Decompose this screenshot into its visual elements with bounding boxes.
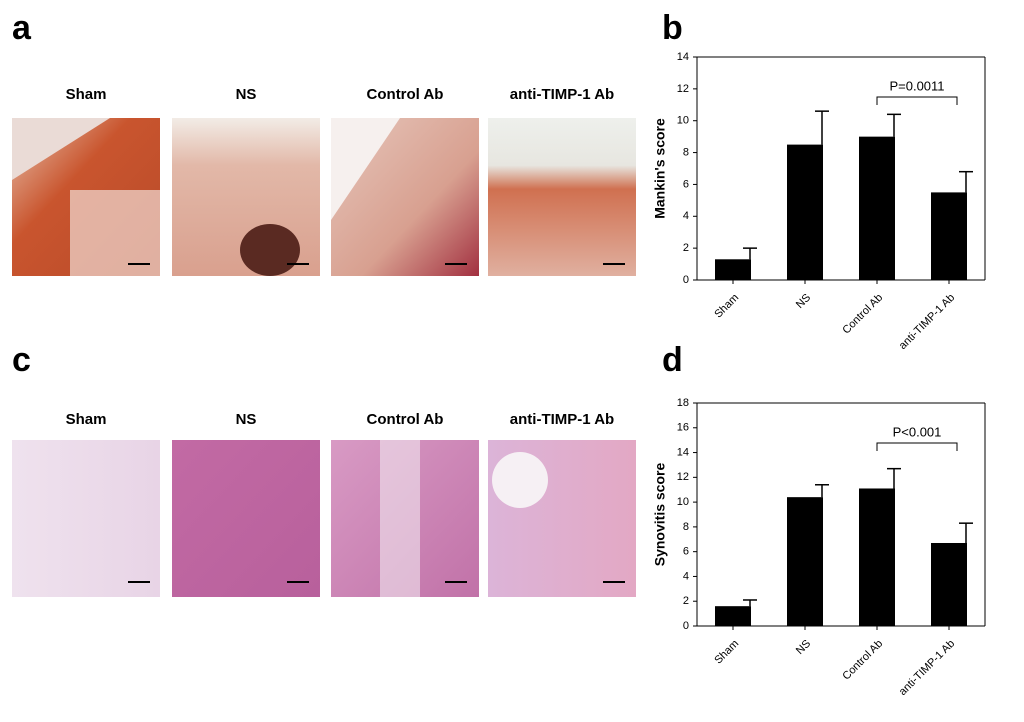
bar [787, 497, 823, 626]
image-label: Sham [66, 86, 107, 103]
bar [859, 488, 895, 626]
y-tick-label: 2 [683, 595, 689, 607]
y-tick-label: 12 [677, 471, 689, 483]
panel-letter: b [662, 9, 683, 47]
y-tick-label: 6 [683, 178, 689, 190]
bar [787, 144, 823, 280]
x-tick-label: Control Ab [840, 638, 885, 683]
histology-a [12, 118, 636, 276]
image-label: anti-TIMP-1 Ab [510, 86, 614, 103]
x-tick-label: anti-TIMP-1 Ab [897, 638, 957, 698]
image-label: Sham [66, 411, 107, 428]
y-axis-label: Mankin's score [652, 118, 668, 219]
y-tick-label: 14 [677, 446, 689, 458]
image-label: NS [236, 86, 257, 103]
y-tick-label: 18 [677, 397, 689, 409]
panel-letter: a [12, 9, 32, 47]
image-label: anti-TIMP-1 Ab [510, 411, 614, 428]
bar [931, 542, 967, 626]
y-tick-label: 8 [683, 146, 689, 158]
y-tick-label: 14 [677, 51, 689, 63]
bar [715, 259, 751, 280]
x-tick-label: Sham [712, 292, 741, 321]
y-tick-label: 16 [677, 422, 689, 434]
x-tick-label: Sham [712, 638, 741, 667]
y-tick-label: 10 [677, 115, 689, 127]
x-tick-label: Control Ab [840, 292, 885, 337]
image-label: Control Ab [367, 411, 444, 428]
y-axis-label: Synovitis score [652, 463, 668, 567]
image-label: NS [236, 411, 257, 428]
bar [859, 136, 895, 280]
scale-bars [128, 263, 625, 583]
x-tick-label: NS [794, 292, 813, 311]
y-tick-label: 8 [683, 521, 689, 533]
histology-c [12, 440, 636, 597]
y-tick-label: 4 [683, 210, 689, 222]
bar [931, 192, 967, 280]
panel-letter: d [662, 341, 683, 379]
x-tick-label: NS [794, 638, 813, 657]
significance-bracket [876, 442, 958, 451]
annotation: P<0.001 [893, 424, 942, 439]
panel-letter: c [12, 341, 31, 379]
y-tick-label: 12 [677, 83, 689, 95]
annotation: P=0.0011 [889, 78, 944, 93]
y-tick-label: 6 [683, 546, 689, 558]
y-tick-label: 0 [683, 274, 689, 286]
bar [715, 606, 751, 626]
y-tick-label: 0 [683, 620, 689, 632]
significance-bracket [876, 96, 958, 105]
y-tick-label: 4 [683, 570, 689, 582]
y-tick-label: 2 [683, 242, 689, 254]
y-tick-label: 10 [677, 496, 689, 508]
image-label: Control Ab [367, 86, 444, 103]
x-tick-label: anti-TIMP-1 Ab [897, 292, 957, 352]
